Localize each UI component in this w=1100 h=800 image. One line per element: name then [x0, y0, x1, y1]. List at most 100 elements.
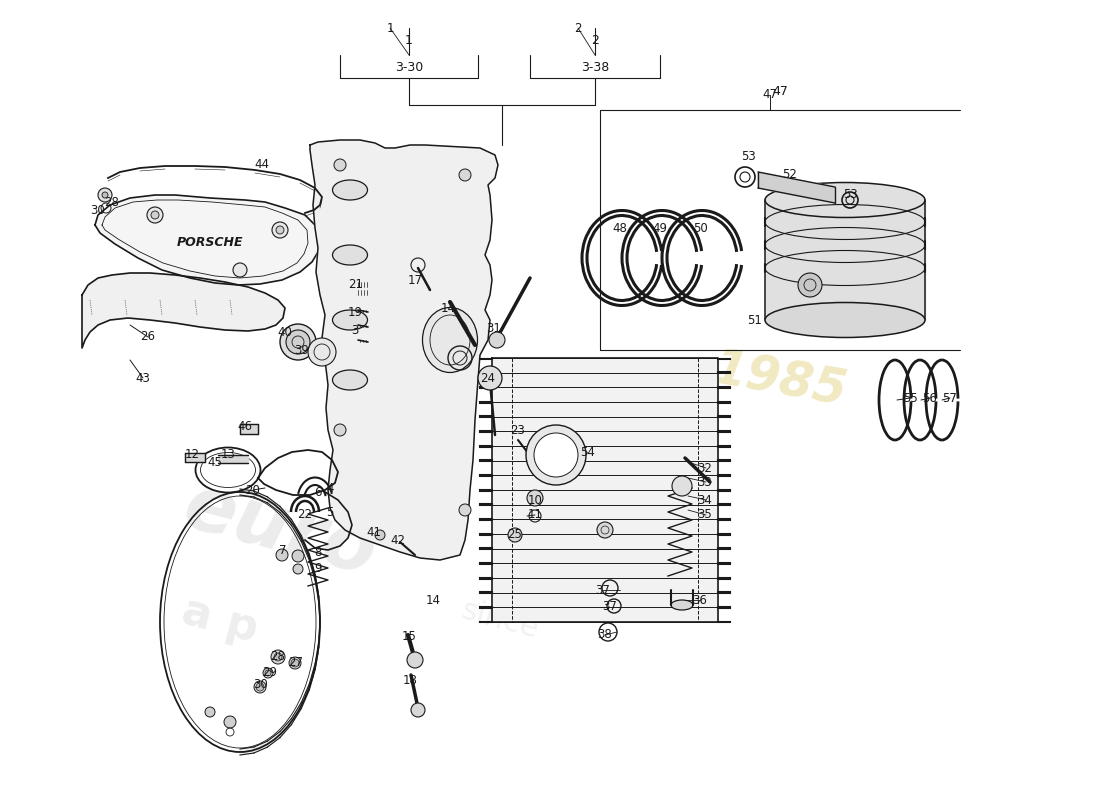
Circle shape: [308, 338, 336, 366]
Polygon shape: [280, 718, 292, 738]
Circle shape: [478, 366, 502, 390]
Polygon shape: [240, 424, 258, 434]
Polygon shape: [95, 195, 320, 285]
Polygon shape: [292, 519, 301, 542]
Text: a p: a p: [177, 590, 263, 650]
Text: 28: 28: [271, 650, 285, 662]
Text: 27: 27: [288, 655, 304, 669]
Text: 15: 15: [402, 630, 417, 643]
Ellipse shape: [422, 307, 477, 373]
Text: 40: 40: [277, 326, 293, 339]
Text: 47: 47: [762, 89, 778, 102]
Ellipse shape: [332, 245, 367, 265]
Circle shape: [527, 490, 543, 506]
Circle shape: [205, 707, 214, 717]
Text: 1985: 1985: [710, 345, 851, 415]
Polygon shape: [240, 489, 254, 497]
Polygon shape: [280, 506, 292, 526]
Text: 14: 14: [440, 302, 455, 314]
Circle shape: [276, 549, 288, 561]
Circle shape: [233, 263, 248, 277]
Text: 54: 54: [581, 446, 595, 459]
Text: 1: 1: [386, 22, 394, 34]
Text: 11: 11: [528, 509, 542, 522]
Text: 3: 3: [351, 323, 359, 337]
Circle shape: [263, 668, 273, 678]
Circle shape: [508, 528, 522, 542]
Text: 9: 9: [315, 562, 321, 574]
Ellipse shape: [332, 310, 367, 330]
Circle shape: [490, 332, 505, 348]
Text: 1: 1: [405, 34, 412, 47]
Polygon shape: [267, 731, 280, 747]
Text: 37: 37: [595, 583, 610, 597]
Circle shape: [147, 207, 163, 223]
Text: 18: 18: [403, 674, 417, 686]
Polygon shape: [218, 455, 248, 463]
Circle shape: [597, 522, 613, 538]
Text: 49: 49: [652, 222, 668, 234]
Text: 53: 53: [740, 150, 756, 162]
Ellipse shape: [332, 180, 367, 200]
Ellipse shape: [764, 182, 925, 218]
Polygon shape: [319, 619, 320, 647]
Text: euro: euro: [176, 469, 384, 591]
Text: 43: 43: [135, 371, 151, 385]
Circle shape: [293, 564, 303, 574]
Text: 22: 22: [297, 507, 312, 521]
Text: 52: 52: [782, 169, 797, 182]
Text: 47: 47: [772, 85, 788, 98]
Text: 24: 24: [481, 371, 495, 385]
Polygon shape: [316, 642, 319, 670]
Polygon shape: [301, 535, 309, 560]
Circle shape: [334, 159, 346, 171]
Circle shape: [292, 659, 299, 667]
Circle shape: [289, 657, 301, 669]
Text: 53: 53: [843, 189, 857, 202]
Circle shape: [407, 652, 424, 668]
Text: 2: 2: [591, 34, 598, 47]
Text: 28: 28: [104, 195, 120, 209]
Text: 34: 34: [697, 494, 713, 506]
Text: 44: 44: [254, 158, 270, 171]
Text: 12: 12: [185, 449, 199, 462]
Text: 4: 4: [327, 482, 333, 494]
Text: 2: 2: [574, 22, 582, 34]
Text: 37: 37: [603, 601, 617, 614]
Circle shape: [411, 703, 425, 717]
Text: 3-30: 3-30: [395, 61, 424, 74]
Text: 17: 17: [407, 274, 422, 286]
Circle shape: [254, 681, 266, 693]
Circle shape: [98, 188, 112, 202]
Polygon shape: [309, 554, 316, 581]
Text: 38: 38: [597, 629, 613, 642]
Text: 7: 7: [279, 543, 287, 557]
Text: 10: 10: [528, 494, 542, 506]
Circle shape: [151, 211, 160, 219]
Circle shape: [292, 550, 304, 562]
Text: 42: 42: [390, 534, 406, 546]
Text: 39: 39: [295, 343, 309, 357]
Polygon shape: [309, 663, 316, 690]
Circle shape: [672, 476, 692, 496]
Text: 51: 51: [748, 314, 762, 326]
Circle shape: [375, 530, 385, 540]
Polygon shape: [764, 200, 925, 320]
Circle shape: [534, 433, 578, 477]
Text: 20: 20: [245, 483, 261, 497]
Circle shape: [286, 330, 310, 354]
Polygon shape: [292, 702, 301, 725]
Ellipse shape: [671, 600, 693, 610]
Text: 35: 35: [697, 509, 713, 522]
Text: 50: 50: [693, 222, 707, 234]
Circle shape: [265, 670, 271, 676]
Ellipse shape: [764, 302, 925, 338]
Polygon shape: [254, 741, 267, 753]
Polygon shape: [240, 747, 254, 755]
Text: 3-38: 3-38: [581, 61, 609, 74]
Text: 30: 30: [254, 678, 268, 691]
Text: 25: 25: [507, 529, 522, 542]
Polygon shape: [267, 497, 280, 513]
Circle shape: [274, 653, 282, 661]
Text: 23: 23: [510, 423, 526, 437]
